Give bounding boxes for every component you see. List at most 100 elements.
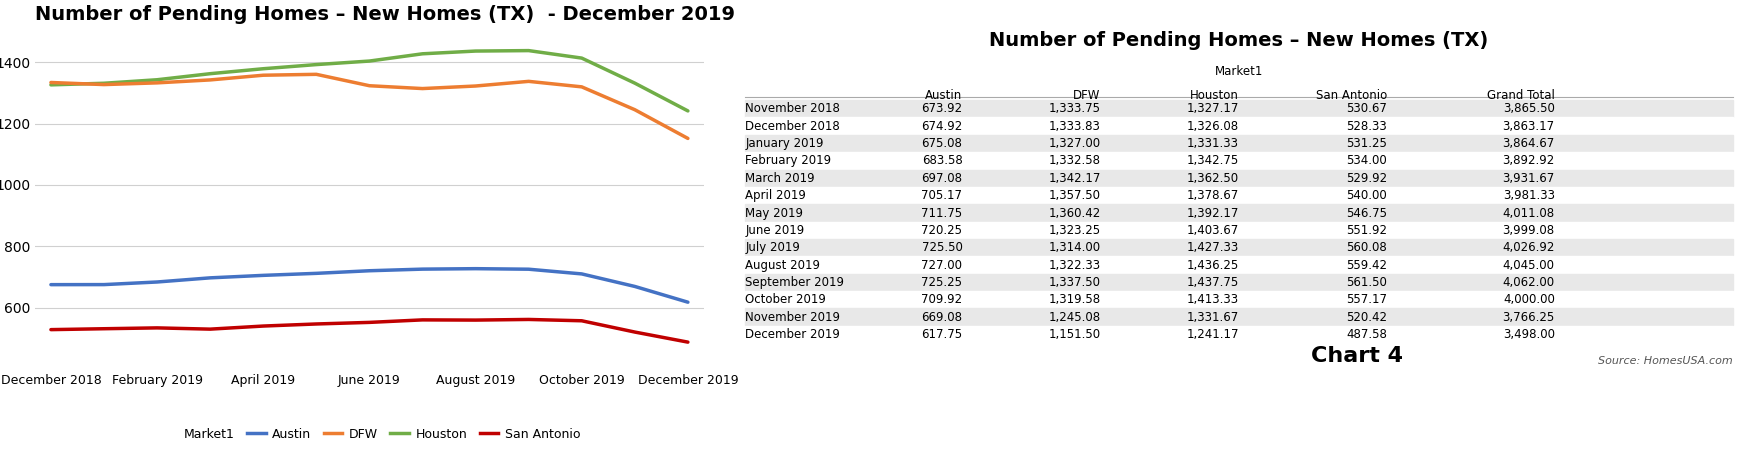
Text: 1,357.50: 1,357.50	[1048, 189, 1101, 202]
Text: 561.50: 561.50	[1346, 276, 1388, 289]
Text: 683.58: 683.58	[922, 154, 962, 167]
Text: 1,413.33: 1,413.33	[1186, 293, 1239, 306]
Text: 551.92: 551.92	[1346, 224, 1388, 237]
Text: 559.42: 559.42	[1346, 259, 1388, 272]
Text: 1,245.08: 1,245.08	[1048, 310, 1101, 324]
Text: 1,360.42: 1,360.42	[1048, 207, 1101, 220]
Text: 4,011.08: 4,011.08	[1503, 207, 1554, 220]
Text: San Antonio: San Antonio	[1316, 89, 1388, 102]
Bar	[746, 291, 1732, 307]
Text: 531.25: 531.25	[1346, 137, 1388, 150]
Text: 1,392.17: 1,392.17	[1186, 207, 1239, 220]
Text: 529.92: 529.92	[1346, 172, 1388, 185]
Bar	[746, 274, 1732, 290]
Text: February 2019: February 2019	[746, 154, 831, 167]
Text: 1,333.75: 1,333.75	[1048, 103, 1101, 115]
Text: June 2019: June 2019	[746, 224, 805, 237]
Text: 1,327.17: 1,327.17	[1186, 103, 1239, 115]
Text: 4,026.92: 4,026.92	[1503, 241, 1554, 254]
Text: January 2019: January 2019	[746, 137, 824, 150]
Text: 1,331.67: 1,331.67	[1186, 310, 1239, 324]
Bar	[746, 256, 1732, 273]
Text: 1,151.50: 1,151.50	[1048, 328, 1101, 341]
Text: October 2019: October 2019	[746, 293, 826, 306]
Text: September 2019: September 2019	[746, 276, 844, 289]
Text: 725.25: 725.25	[922, 276, 962, 289]
Text: 520.42: 520.42	[1346, 310, 1388, 324]
Text: 3,766.25: 3,766.25	[1503, 310, 1554, 324]
Bar	[746, 100, 1732, 117]
Text: Source: HomesUSA.com: Source: HomesUSA.com	[1598, 356, 1732, 365]
Text: July 2019: July 2019	[746, 241, 800, 254]
Text: 557.17: 557.17	[1346, 293, 1388, 306]
Text: 725.50: 725.50	[922, 241, 962, 254]
Text: 3,892.92: 3,892.92	[1503, 154, 1554, 167]
Text: November 2019: November 2019	[746, 310, 840, 324]
Text: 3,864.67: 3,864.67	[1503, 137, 1554, 150]
Text: December 2018: December 2018	[746, 120, 840, 133]
Text: 1,332.58: 1,332.58	[1048, 154, 1101, 167]
Text: 1,327.00: 1,327.00	[1048, 137, 1101, 150]
Text: Number of Pending Homes – New Homes (TX)  - December 2019: Number of Pending Homes – New Homes (TX)…	[35, 5, 735, 24]
Bar	[746, 221, 1732, 238]
Bar	[746, 187, 1732, 203]
Text: 1,337.50: 1,337.50	[1048, 276, 1101, 289]
Text: DFW: DFW	[1073, 89, 1101, 102]
Text: 1,331.33: 1,331.33	[1186, 137, 1239, 150]
Text: 1,403.67: 1,403.67	[1186, 224, 1239, 237]
Text: May 2019: May 2019	[746, 207, 803, 220]
Bar	[746, 204, 1732, 221]
Text: 540.00: 540.00	[1346, 189, 1388, 202]
Text: 3,498.00: 3,498.00	[1503, 328, 1554, 341]
Bar	[746, 170, 1732, 186]
Text: 709.92: 709.92	[920, 293, 962, 306]
Text: 1,342.17: 1,342.17	[1048, 172, 1101, 185]
Text: 1,323.25: 1,323.25	[1048, 224, 1101, 237]
Text: Chart 4: Chart 4	[1311, 346, 1404, 365]
Text: 1,333.83: 1,333.83	[1048, 120, 1101, 133]
Text: 1,326.08: 1,326.08	[1186, 120, 1239, 133]
Text: 669.08: 669.08	[922, 310, 962, 324]
Text: 534.00: 534.00	[1346, 154, 1388, 167]
Text: 3,865.50: 3,865.50	[1503, 103, 1554, 115]
Text: 487.58: 487.58	[1346, 328, 1388, 341]
Bar	[746, 326, 1732, 342]
Text: 1,314.00: 1,314.00	[1048, 241, 1101, 254]
Bar	[746, 239, 1732, 256]
Text: 711.75: 711.75	[920, 207, 962, 220]
Bar	[746, 152, 1732, 169]
Text: 4,045.00: 4,045.00	[1503, 259, 1554, 272]
Text: 673.92: 673.92	[920, 103, 962, 115]
Text: March 2019: March 2019	[746, 172, 816, 185]
Text: 1,378.67: 1,378.67	[1186, 189, 1239, 202]
Bar	[746, 117, 1732, 134]
Text: 727.00: 727.00	[922, 259, 962, 272]
Text: 3,931.67: 3,931.67	[1503, 172, 1554, 185]
Text: 1,427.33: 1,427.33	[1186, 241, 1239, 254]
Text: December 2019: December 2019	[746, 328, 840, 341]
Text: August 2019: August 2019	[746, 259, 821, 272]
Text: 1,362.50: 1,362.50	[1186, 172, 1239, 185]
Text: 4,062.00: 4,062.00	[1503, 276, 1554, 289]
Text: 1,342.75: 1,342.75	[1186, 154, 1239, 167]
Text: 1,436.25: 1,436.25	[1186, 259, 1239, 272]
Text: 528.33: 528.33	[1346, 120, 1388, 133]
Text: 674.92: 674.92	[920, 120, 962, 133]
Text: Number of Pending Homes – New Homes (TX): Number of Pending Homes – New Homes (TX)	[989, 32, 1489, 50]
Text: 1,437.75: 1,437.75	[1186, 276, 1239, 289]
Text: 1,322.33: 1,322.33	[1048, 259, 1101, 272]
Bar	[746, 308, 1732, 325]
Text: 530.67: 530.67	[1346, 103, 1388, 115]
Text: Market1: Market1	[1214, 65, 1264, 78]
Text: 1,241.17: 1,241.17	[1186, 328, 1239, 341]
Text: Austin: Austin	[926, 89, 962, 102]
Text: 560.08: 560.08	[1346, 241, 1388, 254]
Text: 617.75: 617.75	[920, 328, 962, 341]
Text: Houston: Houston	[1190, 89, 1239, 102]
Text: 4,000.00: 4,000.00	[1503, 293, 1554, 306]
Text: 3,999.08: 3,999.08	[1503, 224, 1554, 237]
Text: 546.75: 546.75	[1346, 207, 1388, 220]
Text: 1,319.58: 1,319.58	[1048, 293, 1101, 306]
Text: 705.17: 705.17	[922, 189, 962, 202]
Text: Grand Total: Grand Total	[1488, 89, 1554, 102]
